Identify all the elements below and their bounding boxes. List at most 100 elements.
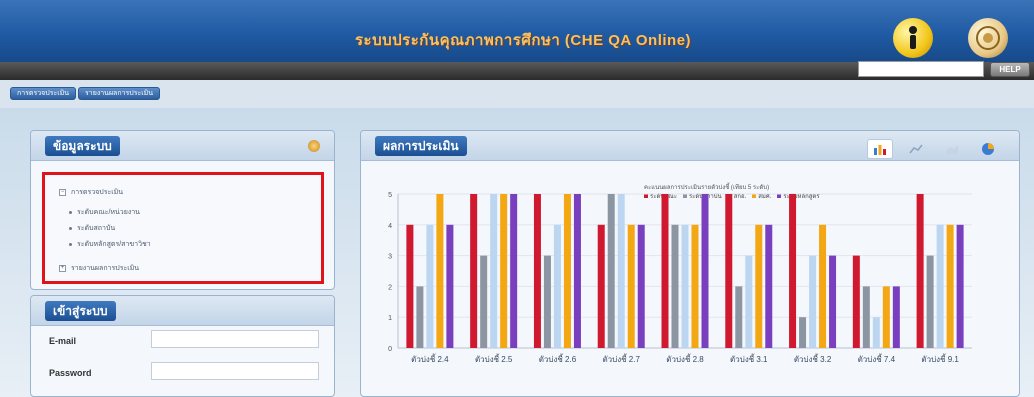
bar: [755, 224, 763, 348]
bar-chart-icon[interactable]: [867, 139, 893, 159]
bar: [510, 194, 518, 348]
bar: [436, 194, 444, 348]
area-chart-glyph: [946, 145, 958, 154]
breadcrumb: การตรวจประเมิน รายงานผลการประเมิน: [10, 87, 161, 100]
chart-panel: ผลการประเมิน: [360, 130, 1020, 397]
bullet-icon: [69, 243, 72, 246]
bar: [701, 194, 709, 348]
tree-node-faculty[interactable]: ระดับคณะ/หน่วยงาน: [69, 207, 140, 218]
login-panel: เข้าสู่ระบบ E-mail Password: [30, 295, 335, 397]
x-tick-label: ตัวบ่งชี้ 2.7: [602, 353, 640, 364]
bar: [490, 194, 498, 348]
x-tick-label: ตัวบ่งชี้ 2.6: [539, 353, 577, 364]
bar: [735, 286, 743, 348]
legend-label: สมศ.: [758, 194, 772, 200]
bar: [892, 286, 900, 348]
bar: [617, 194, 625, 348]
legend-item[interactable]: ระดับหลักสูตร: [777, 191, 820, 201]
legend-swatch: [682, 194, 687, 198]
bar: [607, 194, 615, 348]
bar: [926, 255, 934, 348]
emblem-shape: [976, 26, 1000, 50]
bar: [533, 194, 541, 348]
tree-node-institution[interactable]: ระดับสถาบัน: [69, 223, 115, 234]
bar: [799, 317, 807, 348]
bar: [563, 194, 571, 348]
bar: [500, 194, 508, 348]
app-header: ระบบประกันคุณภาพการศึกษา (CHE QA Online): [0, 0, 1034, 62]
bar: [946, 224, 954, 348]
pie-chart-icon[interactable]: [975, 139, 1001, 159]
tree-node-program[interactable]: ระดับหลักสูตร/สาขาวิชา: [69, 239, 151, 250]
legend-swatch: [752, 194, 757, 198]
bar: [725, 194, 733, 348]
bar: [637, 224, 645, 348]
legend-title: คะแนนผลการประเมินรายตัวบ่งชี้ (เทียบ 5 ร…: [644, 185, 770, 191]
bar: [829, 255, 837, 348]
menu-tree: − การตรวจประเมิน ระดับคณะ/หน่วยงาน ระดับ…: [42, 172, 324, 284]
legend-swatch: [644, 194, 648, 198]
info-person-icon[interactable]: [893, 18, 933, 58]
password-field[interactable]: [151, 362, 319, 380]
info-panel-title: ข้อมูลระบบ: [45, 136, 120, 156]
bar: [470, 194, 478, 348]
x-tick-label: ตัวบ่งชี้ 3.2: [794, 353, 832, 364]
login-panel-title: เข้าสู่ระบบ: [45, 301, 116, 321]
bar: [446, 224, 454, 348]
bar-chart: 0 1 2 3 4 5 ตัวบ่งชี้ 2.4 ตัวบ่งชี้ 2.5 ตัวบ่งชี…: [388, 192, 972, 364]
area-chart-icon[interactable]: [939, 139, 965, 159]
collapse-icon[interactable]: −: [59, 189, 66, 196]
info-panel-header: ข้อมูลระบบ: [31, 131, 334, 161]
email-field[interactable]: [151, 330, 319, 348]
tree-node-label: ระดับคณะ/หน่วยงาน: [77, 209, 140, 216]
bar: [956, 224, 964, 348]
bullet-icon: [69, 211, 72, 214]
bar: [416, 286, 424, 348]
y-tick-label: 0: [388, 346, 392, 353]
bar: [789, 194, 797, 348]
email-label: E-mail: [49, 336, 77, 346]
tree-node-label: ระดับหลักสูตร/สาขาวิชา: [77, 241, 151, 248]
chart-panel-header: ผลการประเมิน: [361, 131, 1019, 161]
help-button[interactable]: HELP: [990, 62, 1030, 77]
bar: [862, 286, 870, 348]
line-chart-icon[interactable]: [903, 139, 929, 159]
bar: [882, 286, 890, 348]
tree-node-assessment[interactable]: − การตรวจประเมิน: [59, 187, 123, 198]
bar: [852, 255, 860, 348]
chart-view-switcher: [867, 139, 1001, 159]
bar: [809, 255, 817, 348]
bar: [480, 255, 488, 348]
bar: [627, 224, 635, 348]
bullet-icon: [69, 227, 72, 230]
tree-node-report[interactable]: + รายงานผลการประเมิน: [59, 263, 139, 274]
legend-label: ระดับหลักสูตร: [783, 194, 820, 200]
bar: [819, 224, 827, 348]
bar-chart-glyph: [874, 145, 886, 155]
bar: [573, 194, 581, 348]
chart-panel-title: ผลการประเมิน: [375, 136, 467, 156]
settings-icon[interactable]: [308, 140, 320, 152]
bar: [765, 224, 773, 348]
legend-swatch: [777, 194, 782, 198]
expand-icon[interactable]: +: [59, 265, 66, 272]
breadcrumb-item[interactable]: การตรวจประเมิน: [10, 87, 77, 100]
y-tick-label: 2: [388, 284, 392, 291]
bar: [745, 255, 753, 348]
emblem-icon[interactable]: [968, 18, 1008, 58]
x-tick-label: ตัวบ่งชี้ 2.5: [475, 353, 513, 364]
bar: [426, 224, 434, 348]
tree-node-label: ระดับสถาบัน: [77, 225, 116, 232]
y-tick-label: 1: [388, 315, 392, 322]
breadcrumb-item[interactable]: รายงานผลการประเมิน: [78, 87, 161, 100]
bar: [691, 224, 699, 348]
x-tick-label: ตัวบ่งชี้ 9.1: [921, 353, 959, 364]
x-tick-label: ตัวบ่งชี้ 7.4: [858, 353, 896, 364]
tree-node-label: รายงานผลการประเมิน: [71, 265, 140, 272]
app-title: ระบบประกันคุณภาพการศึกษา (CHE QA Online): [355, 32, 692, 49]
legend-label: สกอ.: [733, 194, 747, 200]
legend-item[interactable]: สมศ.: [752, 191, 771, 201]
search-input[interactable]: [858, 61, 984, 77]
pie-chart-glyph: [982, 143, 994, 155]
bar: [597, 224, 605, 348]
